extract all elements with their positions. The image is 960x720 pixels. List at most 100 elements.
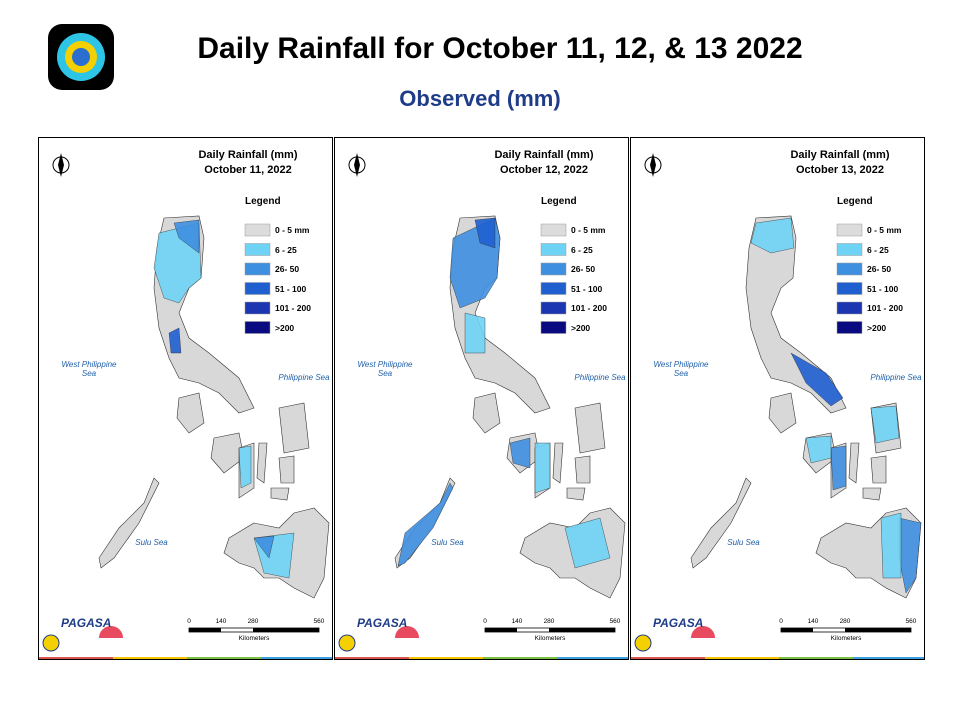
brand-strip <box>557 657 628 659</box>
brand-strip <box>113 657 187 659</box>
rain-area <box>830 445 847 491</box>
brand-strip <box>705 657 779 659</box>
island <box>176 392 205 434</box>
compass-needle <box>354 153 360 177</box>
legend-label: 26- 50 <box>571 264 596 274</box>
legend-label: >200 <box>867 322 887 333</box>
sea-label: Philippine Sea <box>574 373 626 382</box>
scale-bar <box>253 628 319 632</box>
brand-strip <box>631 657 705 659</box>
legend-title: Legend <box>541 196 577 207</box>
legend-label: 101 - 200 <box>571 303 607 313</box>
brand-logo <box>42 634 60 652</box>
scale-label: 280 <box>543 618 555 625</box>
panel-title: Daily Rainfall (mm) October 11, 2022 <box>178 148 318 178</box>
brand-strip <box>409 657 483 659</box>
scale-bar <box>845 628 911 632</box>
rain-area <box>534 442 551 494</box>
scale-bar <box>485 628 517 632</box>
scale-label: 0 <box>779 618 783 625</box>
scale-label: 560 <box>609 618 621 625</box>
brand-strip <box>853 657 924 659</box>
island <box>278 402 310 454</box>
map-panel: PAGASA Daily Rainfall (mm) October 11, 202… <box>38 137 333 660</box>
sea-label: Philippine Sea <box>870 373 922 382</box>
island <box>768 392 797 434</box>
rain-area <box>173 219 200 254</box>
panel-heading: Daily Rainfall (mm) <box>790 149 890 161</box>
panel-heading: Daily Rainfall (mm) <box>198 149 298 161</box>
island <box>210 432 245 474</box>
panel-heading: Daily Rainfall (mm) <box>494 149 594 161</box>
legend-label: 26- 50 <box>867 264 892 274</box>
legend-swatch <box>244 223 271 237</box>
legend-swatch <box>540 301 567 315</box>
scale-bar <box>781 628 813 632</box>
sea-label: West Philippine Sea <box>61 360 117 378</box>
sea-label: Sulu Sea <box>431 538 464 547</box>
legend-swatch <box>836 223 863 237</box>
panel-date: October 11, 2022 <box>204 164 292 176</box>
legend-label: 0 - 5 mm <box>867 225 902 235</box>
map-panel: PAGASA Daily Rainfall (mm) October 12, 202… <box>334 137 629 660</box>
rain-area <box>870 405 900 444</box>
island <box>566 487 586 501</box>
island <box>870 455 887 484</box>
brand-strip <box>483 657 557 659</box>
rain-area <box>238 445 252 489</box>
island <box>745 215 847 414</box>
rain-area <box>750 217 795 254</box>
compass-needle <box>58 153 64 177</box>
scale-label: 560 <box>905 618 917 625</box>
rain-area <box>474 217 496 249</box>
legend-swatch <box>244 243 271 256</box>
scale-bar <box>549 628 615 632</box>
legend-swatch <box>244 262 271 276</box>
legend-label: >200 <box>571 322 591 333</box>
rain-area <box>880 512 902 579</box>
panel-title: Daily Rainfall (mm) October 12, 2022 <box>474 148 614 178</box>
island <box>256 442 268 484</box>
legend-swatch <box>540 262 567 276</box>
sea-label: Sulu Sea <box>135 538 168 547</box>
scale-unit: Kilometers <box>238 635 270 642</box>
scale-unit: Kilometers <box>534 635 566 642</box>
legend-label: 51 - 100 <box>275 283 307 294</box>
legend-swatch <box>244 301 271 315</box>
sea-label: Sulu Sea <box>727 538 760 547</box>
scale-bar <box>189 628 221 632</box>
brand-umbrella <box>691 626 715 638</box>
island <box>848 442 860 484</box>
scale-label: 140 <box>807 618 819 625</box>
island <box>862 487 882 501</box>
island <box>278 455 295 484</box>
brand-strip <box>779 657 853 659</box>
legend-label: >200 <box>275 322 295 333</box>
rain-area <box>790 352 844 407</box>
island <box>98 477 160 569</box>
scale-label: 280 <box>839 618 851 625</box>
legend-swatch <box>244 321 271 334</box>
scale-label: 140 <box>511 618 523 625</box>
legend-swatch <box>540 243 567 256</box>
legend-swatch <box>836 262 863 276</box>
legend-swatch <box>836 301 863 315</box>
scale-label: 280 <box>247 618 259 625</box>
legend-label: 51 - 100 <box>571 283 603 294</box>
island <box>574 455 591 484</box>
legend-label: 26- 50 <box>275 264 300 274</box>
legend-swatch <box>836 282 863 295</box>
legend-swatch <box>836 321 863 334</box>
island <box>472 392 501 434</box>
legend-label: 0 - 5 mm <box>275 225 310 235</box>
sea-label: West Philippine Sea <box>357 360 413 378</box>
legend-swatch <box>244 282 271 295</box>
map-panel: PAGASA Daily Rainfall (mm) October 13, 202… <box>630 137 925 660</box>
legend-swatch <box>540 223 567 237</box>
map <box>335 153 628 659</box>
subtitle: Observed (mm) <box>399 86 561 111</box>
island <box>270 487 290 501</box>
island <box>552 442 564 484</box>
panel-date: October 13, 2022 <box>795 164 885 176</box>
agency-logo <box>48 24 114 90</box>
